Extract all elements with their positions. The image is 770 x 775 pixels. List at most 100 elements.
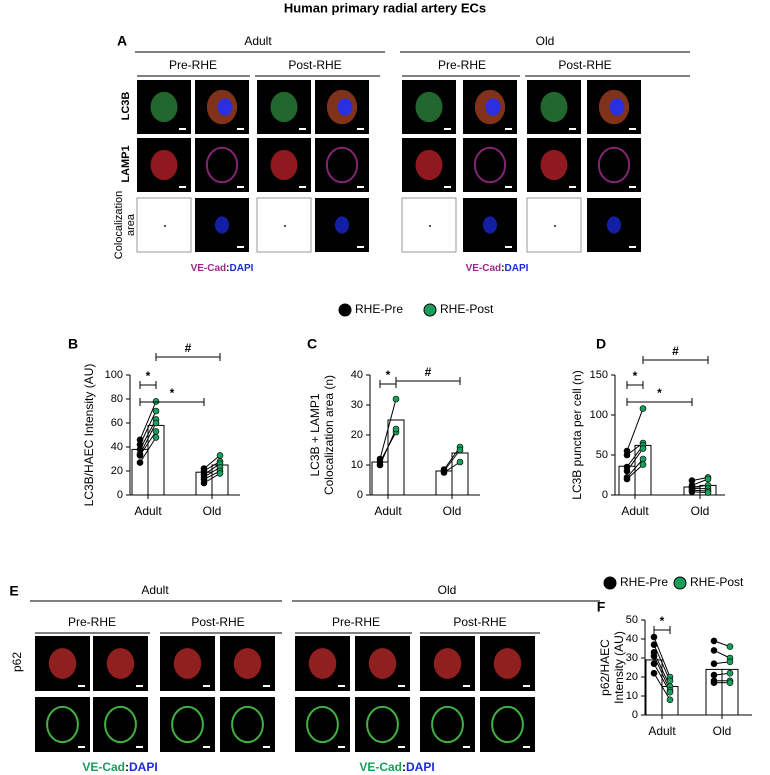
- cell: [231, 705, 264, 744]
- y-tick-label: 40: [111, 441, 123, 453]
- data-point: [710, 647, 718, 654]
- cell: [46, 705, 79, 744]
- panel-letter: B: [68, 336, 78, 352]
- y-axis-label: LC3B + LAMP1: [308, 393, 322, 476]
- x-tick-label: Old: [203, 504, 222, 518]
- x-tick-label: Old: [713, 724, 732, 738]
- micrograph: [295, 697, 350, 752]
- cell: [334, 216, 350, 234]
- y-axis-label: p62/HAEC: [598, 639, 612, 696]
- x-tick-label: Adult: [374, 504, 402, 518]
- legend-dot: [673, 576, 687, 590]
- row-label: Colocalization: [113, 191, 125, 259]
- data-point: [650, 641, 658, 649]
- group-label: Old: [438, 583, 457, 597]
- cell: [431, 705, 464, 744]
- y-tick-label: 40: [626, 633, 638, 645]
- stain-part: :: [402, 760, 406, 774]
- stain-label: VE-Cad:DAPI: [82, 760, 157, 774]
- micrograph: [587, 138, 641, 192]
- data-point: [376, 461, 384, 469]
- y-axis-label: Colocalization area (n): [322, 375, 336, 495]
- pair-line: [139, 437, 157, 463]
- cell: [104, 705, 137, 744]
- coloc-dot: [284, 225, 286, 227]
- data-point: [152, 407, 160, 415]
- stain-part: :: [125, 760, 129, 774]
- micrograph: [315, 138, 369, 192]
- coloc-dot: [164, 225, 166, 227]
- y-tick-label: 20: [111, 465, 123, 477]
- sig-label: *: [146, 369, 151, 383]
- cell: [606, 216, 622, 234]
- x-tick-label: Adult: [648, 724, 676, 738]
- panel-letter: E: [9, 583, 18, 599]
- y-tick-label: 60: [111, 417, 123, 429]
- y-axis-label: LC3B puncta per cell (n): [570, 370, 584, 499]
- pair-line: [203, 455, 221, 469]
- stain-part: :: [501, 263, 504, 274]
- data-point: [726, 679, 734, 687]
- y-tick-label: 40: [351, 369, 363, 381]
- stain-label: VE-Cad:DAPI: [466, 263, 529, 274]
- cell: [48, 648, 77, 679]
- data-point: [623, 467, 631, 475]
- stain-part: VE-Cad: [82, 760, 125, 774]
- row-label: LC3B: [120, 92, 132, 121]
- y-tick-label: 150: [590, 369, 608, 381]
- x-tick-label: Adult: [621, 504, 649, 518]
- data-point: [666, 688, 674, 696]
- cell: [233, 648, 262, 679]
- data-point: [710, 660, 718, 668]
- x-tick-label: Old: [443, 504, 462, 518]
- data-point: [152, 434, 160, 441]
- nucleus: [609, 98, 625, 116]
- x-tick-label: Old: [691, 504, 710, 518]
- pair-line: [443, 449, 461, 472]
- cell: [482, 216, 498, 234]
- data-point: [710, 671, 718, 679]
- legend-dot: [338, 303, 352, 317]
- sig-label: *: [633, 369, 638, 383]
- legend-dot: [423, 303, 437, 317]
- data-point: [688, 488, 696, 496]
- y-tick-label: 50: [626, 614, 638, 626]
- stain-part: VE-Cad: [359, 760, 402, 774]
- data-point: [152, 419, 160, 427]
- sig-label: *: [660, 614, 665, 628]
- cell: [415, 149, 443, 181]
- y-tick-label: 100: [590, 409, 608, 421]
- panel-letter: D: [596, 336, 606, 352]
- data-point: [710, 679, 718, 687]
- cell: [205, 146, 239, 184]
- micrograph: [220, 697, 275, 752]
- cell: [540, 149, 568, 181]
- micrograph: [195, 138, 249, 192]
- group-label: Post-RHE: [558, 58, 611, 72]
- data-point: [726, 669, 734, 677]
- panel-letter: A: [117, 33, 127, 49]
- group-label: Adult: [141, 583, 169, 597]
- y-tick-label: 20: [351, 429, 363, 441]
- cell: [366, 705, 399, 744]
- micrograph: [160, 697, 215, 752]
- y-tick-label: 30: [626, 652, 638, 664]
- group-label: Pre-RHE: [332, 615, 380, 629]
- legend-label: RHE-Pre: [355, 302, 403, 316]
- data-point: [639, 461, 647, 468]
- y-tick-label: 30: [351, 399, 363, 411]
- cell: [270, 149, 298, 181]
- data-point: [639, 445, 647, 452]
- data-point: [650, 660, 658, 668]
- data-point: [456, 446, 464, 454]
- legend-dot: [603, 576, 617, 590]
- y-axis-label: LC3B/HAEC Intensity (AU): [82, 364, 96, 507]
- pair-line: [626, 408, 644, 452]
- cell: [270, 91, 298, 123]
- stain-label: VE-Cad:DAPI: [359, 760, 434, 774]
- stain-part: VE-Cad: [466, 263, 502, 274]
- data-point: [666, 677, 674, 685]
- cell: [491, 705, 524, 744]
- data-point: [456, 458, 464, 466]
